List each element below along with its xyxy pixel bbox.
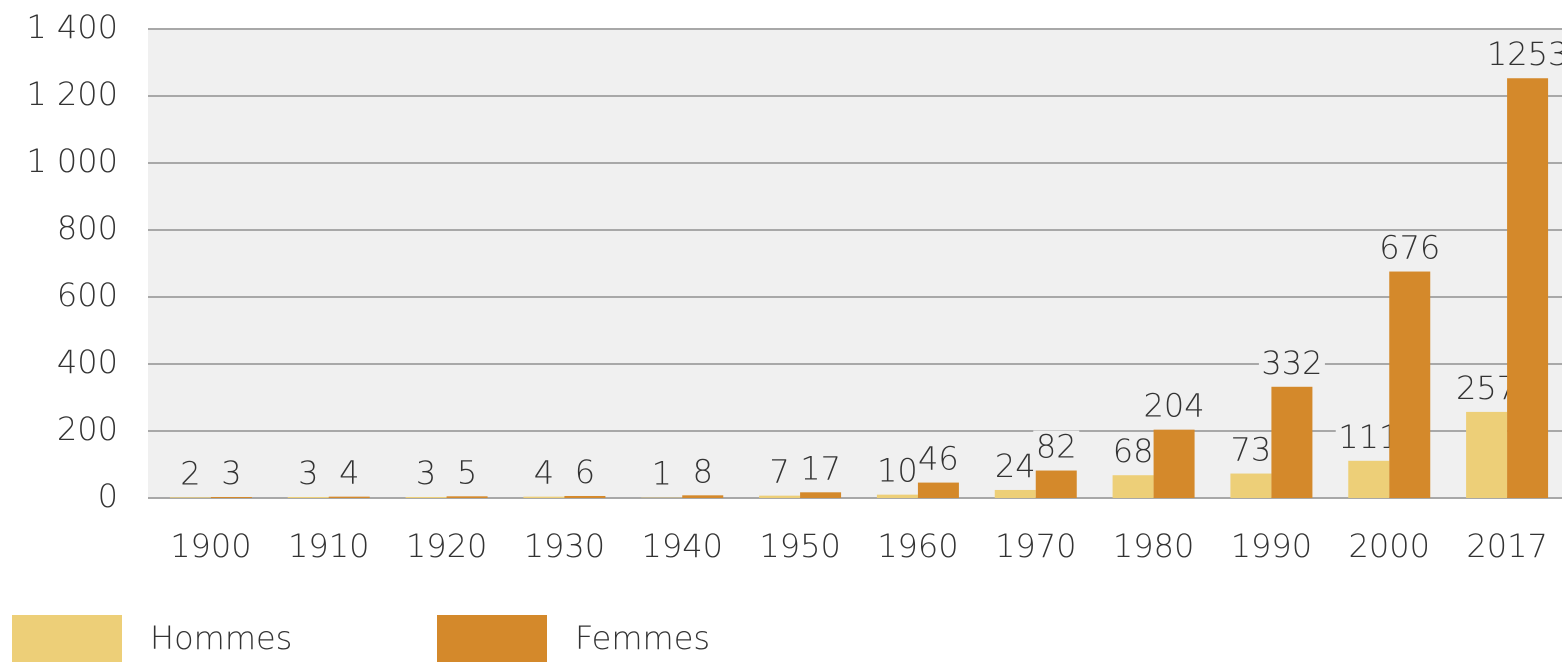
label-bg: [413, 456, 440, 493]
data-label: 3: [416, 454, 436, 492]
data-label: 5: [457, 453, 477, 491]
label-bg: [454, 456, 481, 493]
data-label: 7: [769, 453, 789, 491]
bar: [287, 496, 329, 498]
x-tick-label: 2017: [1466, 527, 1547, 565]
label-bg: [1141, 389, 1208, 426]
bar: [994, 489, 1036, 498]
data-label: 1253: [1487, 35, 1562, 73]
x-tick-label: 1910: [288, 527, 369, 565]
label-bg: [1258, 346, 1325, 383]
data-label: 1: [652, 455, 672, 493]
label-bg: [336, 456, 363, 493]
label-bg: [1376, 231, 1443, 268]
data-label: 4: [534, 454, 554, 492]
data-label: 68: [1113, 432, 1154, 470]
data-label: 82: [1036, 428, 1077, 466]
bar: [169, 497, 211, 498]
data-label: 73: [1231, 431, 1272, 469]
data-label: 6: [575, 453, 595, 491]
label-bg: [177, 457, 204, 494]
bar: [759, 495, 801, 498]
legend-swatch: [437, 615, 547, 662]
bar: [446, 496, 488, 498]
y-tick-label: 600: [57, 276, 118, 314]
data-label: 4: [339, 454, 359, 492]
data-label: 24: [995, 447, 1036, 485]
bar: [405, 496, 447, 498]
y-tick-label: 0: [98, 477, 118, 515]
y-tick-label: 1 200: [26, 75, 118, 113]
data-label: 3: [221, 454, 241, 492]
label-bg: [1227, 433, 1274, 470]
label-bg: [874, 454, 921, 491]
x-tick-label: 1950: [759, 527, 840, 565]
label-bg: [530, 456, 557, 493]
label-bg: [1484, 38, 1562, 75]
label-bg: [648, 457, 675, 494]
y-tick-label: 800: [57, 209, 118, 247]
plot-area: [148, 29, 1562, 498]
legend-label: Hommes: [150, 619, 292, 657]
data-label: 332: [1261, 344, 1322, 382]
x-tick-label: 1970: [995, 527, 1076, 565]
data-label: 676: [1379, 229, 1440, 267]
x-tick-label: 1990: [1231, 527, 1312, 565]
legend-swatch: [12, 615, 122, 662]
bar: [1507, 78, 1549, 499]
data-label: 8: [693, 452, 713, 490]
bar: [800, 492, 842, 498]
data-label: 3: [298, 454, 318, 492]
label-bg: [571, 455, 598, 492]
label-bg: [766, 455, 793, 492]
data-label: 17: [800, 449, 841, 487]
bar: [564, 495, 606, 498]
bar: [1153, 429, 1195, 498]
data-label: 257: [1456, 369, 1517, 407]
bar: [210, 496, 252, 498]
bar: [1271, 386, 1313, 498]
x-tick-label: 1900: [170, 527, 251, 565]
x-tick-label: 2000: [1349, 527, 1430, 565]
bar: [328, 496, 370, 498]
x-tick-label: 1920: [406, 527, 487, 565]
x-tick-label: 1980: [1113, 527, 1194, 565]
data-label: 204: [1144, 387, 1205, 425]
bar: [1035, 470, 1077, 498]
bar: [1389, 271, 1431, 498]
x-tick-label: 1940: [642, 527, 723, 565]
label-bg: [992, 449, 1039, 486]
bar: [917, 482, 959, 498]
bar: [1230, 473, 1272, 498]
data-label: 2: [180, 454, 200, 492]
label-bg: [218, 456, 245, 493]
bar: [523, 496, 565, 498]
x-tick-label: 1930: [524, 527, 605, 565]
label-bg: [689, 455, 716, 492]
y-tick-label: 1 000: [26, 142, 118, 180]
label-bg: [1033, 430, 1080, 467]
label-bg: [1110, 435, 1157, 472]
bar: [1112, 475, 1154, 498]
y-tick-label: 200: [57, 410, 118, 448]
label-bg: [295, 456, 322, 493]
data-label: 111: [1338, 418, 1399, 456]
data-label: 10: [877, 452, 918, 490]
bar: [1466, 411, 1508, 498]
label-bg: [797, 452, 844, 489]
x-tick-label: 1960: [877, 527, 958, 565]
label-bg: [915, 442, 962, 479]
bar: [1348, 460, 1390, 498]
y-tick-label: 1 400: [26, 8, 118, 46]
bar: [876, 494, 918, 498]
data-label: 46: [918, 440, 959, 478]
legend-label: Femmes: [575, 619, 710, 657]
y-tick-label: 400: [57, 343, 118, 381]
bar: [682, 495, 724, 498]
